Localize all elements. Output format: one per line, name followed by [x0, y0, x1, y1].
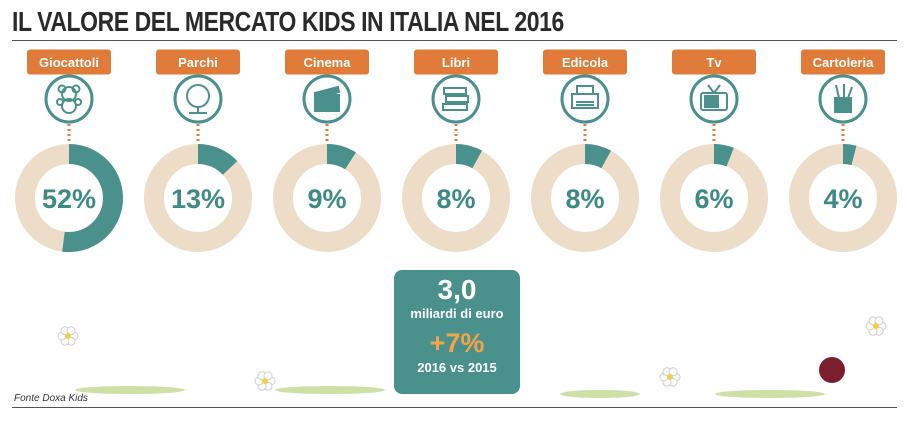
page-title: IL VALORE DEL MERCATO KIDS IN ITALIA NEL… [12, 6, 564, 37]
donut-slice [713, 144, 734, 167]
value-label: 8% [436, 184, 475, 214]
category-label: Parchi [178, 55, 218, 70]
tv-icon [700, 84, 728, 111]
total-unit: miliardi di euro [410, 306, 504, 321]
category-label: Cartoleria [813, 55, 874, 70]
teddy-bear-icon [56, 84, 82, 114]
growth-value: +7% [429, 328, 485, 358]
donut-slice [326, 144, 356, 170]
grass-decoration [715, 390, 825, 398]
icon-ring [173, 74, 223, 124]
grass-decoration [275, 386, 385, 394]
category-label-bg [285, 49, 369, 75]
grass-decoration [560, 390, 640, 398]
category-label-bg [156, 49, 240, 75]
value-label: 13% [171, 184, 225, 214]
printer-icon [571, 85, 599, 109]
category-label: Libri [442, 55, 470, 70]
donut-slice [584, 144, 612, 169]
category-label-bg [27, 49, 111, 75]
icon-ring [560, 74, 610, 124]
total-value-box: 3,0 miliardi di euro +7% 2016 vs 2015 [394, 270, 520, 394]
value-label: 4% [823, 184, 862, 214]
category-label: Tv [706, 55, 722, 70]
footer-divider [12, 407, 897, 408]
category-label-bg [543, 49, 627, 75]
category-label: Giocattoli [39, 55, 99, 70]
value-label: 9% [307, 184, 346, 214]
source-note: Fonte Doxa Kids [14, 393, 88, 404]
flower-decoration [659, 367, 681, 387]
flower-decoration [254, 371, 276, 391]
value-label: 8% [565, 184, 604, 214]
value-label: 52% [42, 184, 96, 214]
pencil-cup-icon [834, 84, 853, 113]
icon-ring [431, 74, 481, 124]
donut-slice [842, 144, 857, 166]
category-label-bg [414, 49, 498, 75]
category-label: Edicola [562, 55, 609, 70]
total-value: 3,0 [437, 274, 477, 305]
growth-comparison: 2016 vs 2015 [417, 360, 497, 375]
books-icon [442, 87, 469, 111]
category-label: Cinema [304, 55, 352, 70]
flower-decoration [57, 326, 79, 346]
grass-decoration [75, 386, 185, 394]
tree-icon [186, 84, 210, 114]
category-label-bg [672, 49, 756, 75]
title-divider [12, 40, 897, 41]
donut-slice [197, 144, 238, 176]
ball-decoration [819, 357, 845, 383]
donut-slice [62, 144, 123, 252]
flower-decoration [865, 316, 887, 336]
clapperboard-icon [313, 85, 341, 112]
value-label: 6% [694, 184, 733, 214]
category-label-bg [801, 49, 885, 75]
donut-slice [455, 144, 483, 169]
